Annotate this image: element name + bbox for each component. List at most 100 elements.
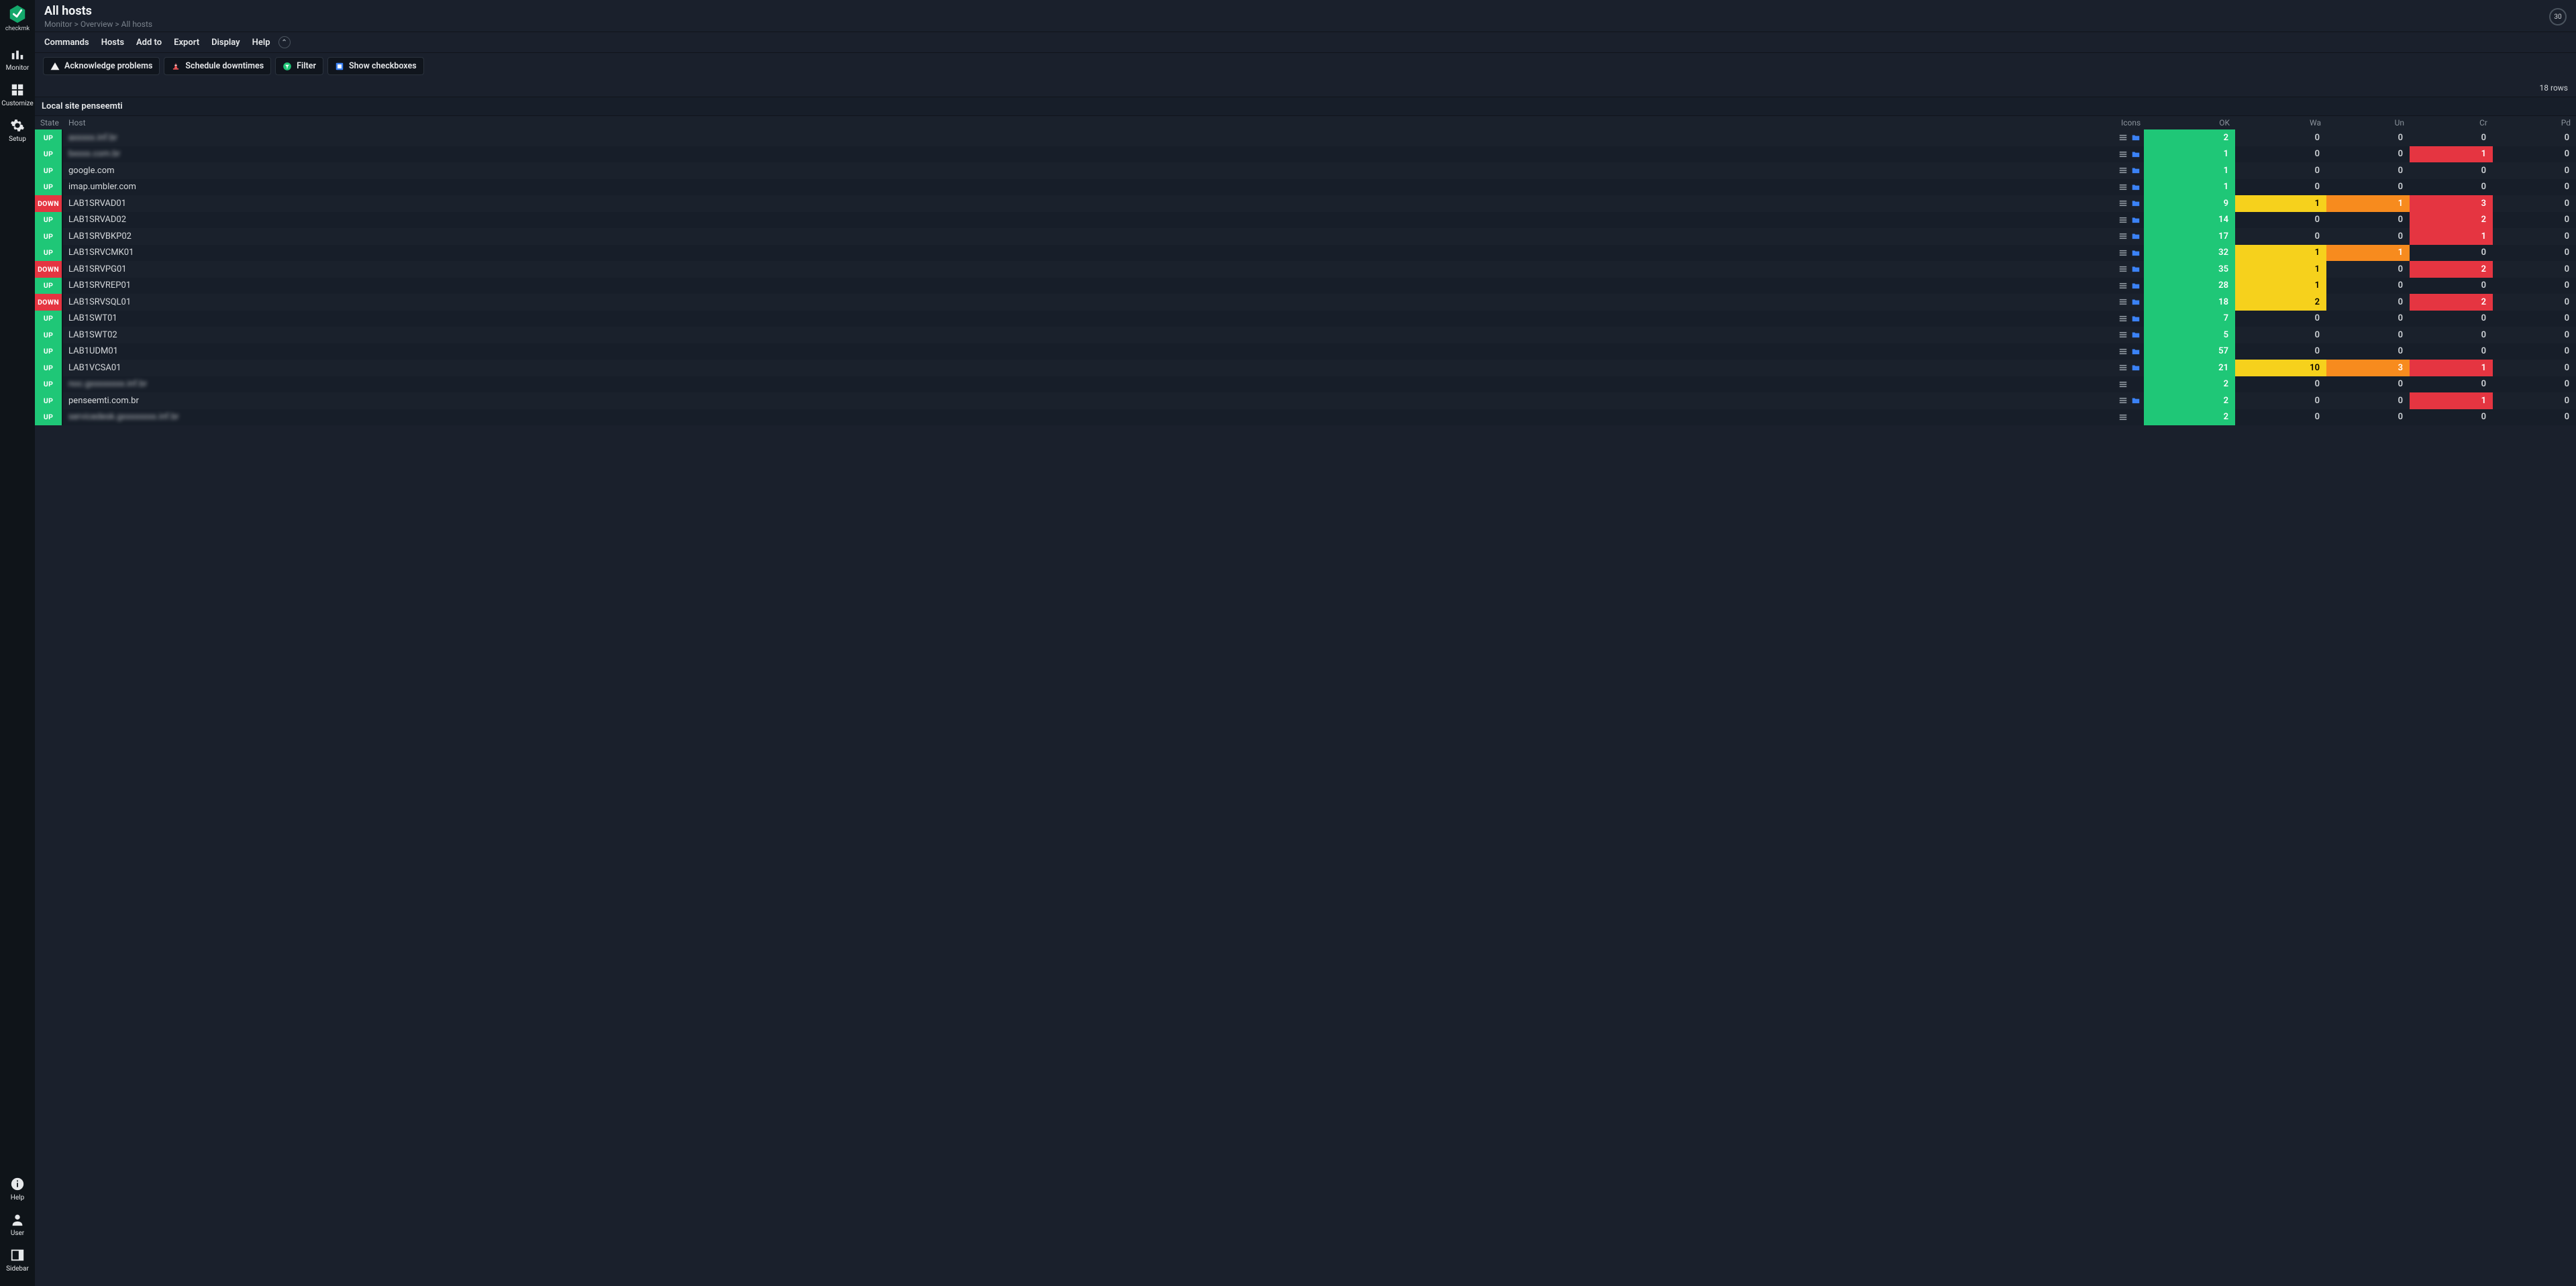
count-pd[interactable]: 0 (2493, 162, 2576, 179)
col-wa[interactable]: Wa (2235, 118, 2326, 127)
count-pd[interactable]: 0 (2493, 261, 2576, 278)
host-name[interactable]: LAB1SRVREP01 (63, 280, 2116, 290)
count-pd[interactable]: 0 (2493, 360, 2576, 376)
count-cr[interactable]: 0 (2410, 311, 2493, 327)
host-state-pill[interactable]: DOWN (35, 195, 63, 212)
count-wa[interactable]: 0 (2235, 327, 2326, 343)
count-un[interactable]: 0 (2326, 409, 2410, 426)
count-un[interactable]: 0 (2326, 376, 2410, 393)
count-pd[interactable]: 0 (2493, 327, 2576, 343)
schedule-downtimes-button[interactable]: Schedule downtimes (164, 57, 271, 75)
count-wa[interactable]: 10 (2235, 360, 2326, 376)
count-ok[interactable]: 28 (2144, 278, 2235, 294)
burger-icon[interactable] (2118, 182, 2128, 192)
count-pd[interactable]: 0 (2493, 409, 2576, 426)
burger-icon[interactable] (2118, 231, 2128, 241)
count-pd[interactable]: 0 (2493, 245, 2576, 262)
count-ok[interactable]: 7 (2144, 311, 2235, 327)
count-wa[interactable]: 0 (2235, 212, 2326, 229)
count-un[interactable]: 3 (2326, 360, 2410, 376)
host-name[interactable]: penseemti.com.br (63, 396, 2116, 406)
sidebar-item-sidebar[interactable]: Sidebar (0, 1244, 35, 1279)
count-pd[interactable]: 0 (2493, 228, 2576, 245)
count-cr[interactable]: 2 (2410, 294, 2493, 311)
count-ok[interactable]: 32 (2144, 245, 2235, 262)
folder-icon[interactable] (2131, 150, 2141, 159)
filter-button[interactable]: Filter (275, 57, 323, 75)
count-un[interactable]: 0 (2326, 162, 2410, 179)
acknowledge-problems-button[interactable]: Acknowledge problems (43, 57, 160, 75)
host-name[interactable]: imap.umbler.com (63, 182, 2116, 192)
host-state-pill[interactable]: UP (35, 409, 63, 426)
col-un[interactable]: Un (2326, 118, 2410, 127)
host-name[interactable]: LAB1SRVSQL01 (63, 297, 2116, 307)
count-cr[interactable]: 1 (2410, 146, 2493, 163)
burger-icon[interactable] (2118, 150, 2128, 159)
host-state-pill[interactable]: UP (35, 360, 63, 376)
count-ok[interactable]: 1 (2144, 146, 2235, 163)
count-pd[interactable]: 0 (2493, 294, 2576, 311)
count-ok[interactable]: 35 (2144, 261, 2235, 278)
col-host[interactable]: Host (63, 118, 2116, 127)
folder-icon[interactable] (2131, 199, 2141, 208)
count-wa[interactable]: 0 (2235, 146, 2326, 163)
count-wa[interactable]: 0 (2235, 179, 2326, 196)
host-state-pill[interactable]: UP (35, 376, 63, 393)
host-state-pill[interactable]: DOWN (35, 294, 63, 311)
sidebar-item-user[interactable]: User (0, 1208, 35, 1244)
col-cr[interactable]: Cr (2410, 118, 2493, 127)
host-state-pill[interactable]: UP (35, 245, 63, 262)
host-name[interactable]: LAB1SRVBKP02 (63, 231, 2116, 242)
host-name[interactable]: LAB1SRVAD02 (63, 215, 2116, 225)
count-un[interactable]: 0 (2326, 146, 2410, 163)
count-un[interactable]: 0 (2326, 228, 2410, 245)
folder-icon[interactable] (2131, 281, 2141, 290)
count-cr[interactable]: 0 (2410, 327, 2493, 343)
count-wa[interactable]: 1 (2235, 245, 2326, 262)
folder-icon[interactable] (2131, 363, 2141, 372)
count-cr[interactable]: 0 (2410, 343, 2493, 360)
burger-icon[interactable] (2118, 133, 2128, 142)
count-cr[interactable]: 1 (2410, 392, 2493, 409)
count-un[interactable]: 0 (2326, 294, 2410, 311)
count-ok[interactable]: 5 (2144, 327, 2235, 343)
count-wa[interactable]: 0 (2235, 343, 2326, 360)
host-name[interactable]: LAB1SRVPG01 (63, 264, 2116, 274)
count-pd[interactable]: 0 (2493, 146, 2576, 163)
count-wa[interactable]: 1 (2235, 195, 2326, 212)
burger-icon[interactable] (2118, 380, 2128, 389)
breadcrumb[interactable]: Monitor > Overview > All hosts (44, 19, 2549, 29)
host-state-pill[interactable]: UP (35, 129, 63, 146)
burger-icon[interactable] (2118, 314, 2128, 323)
host-state-pill[interactable]: UP (35, 146, 63, 163)
burger-icon[interactable] (2118, 248, 2128, 258)
host-state-pill[interactable]: UP (35, 212, 63, 229)
sidebar-item-customize[interactable]: Customize (0, 78, 35, 114)
count-ok[interactable]: 17 (2144, 228, 2235, 245)
show-checkboxes-button[interactable]: Show checkboxes (327, 57, 424, 75)
folder-icon[interactable] (2131, 297, 2141, 307)
sidebar-item-help[interactable]: Help (0, 1173, 35, 1208)
col-state[interactable]: State (35, 118, 63, 127)
count-pd[interactable]: 0 (2493, 392, 2576, 409)
menu-add-to[interactable]: Add to (136, 38, 162, 48)
count-un[interactable]: 1 (2326, 195, 2410, 212)
host-name[interactable]: LAB1SWT01 (63, 313, 2116, 323)
host-name[interactable]: LAB1SRVCMK01 (63, 248, 2116, 258)
folder-icon[interactable] (2131, 396, 2141, 405)
host-name[interactable]: servicedesk.gxxxxxxxx.inf.br (63, 412, 2116, 422)
host-name[interactable]: google.com (63, 166, 2116, 176)
count-wa[interactable]: 0 (2235, 228, 2326, 245)
count-cr[interactable]: 0 (2410, 129, 2493, 146)
brand-logo-icon[interactable] (7, 4, 28, 24)
menu-hosts[interactable]: Hosts (101, 38, 124, 48)
sidebar-item-setup[interactable]: Setup (0, 114, 35, 150)
host-state-pill[interactable]: UP (35, 162, 63, 179)
host-name[interactable]: axxxxx.inf.br (63, 133, 2116, 143)
burger-icon[interactable] (2118, 413, 2128, 422)
host-name[interactable]: LAB1SRVAD01 (63, 199, 2116, 209)
count-cr[interactable]: 0 (2410, 245, 2493, 262)
count-ok[interactable]: 2 (2144, 392, 2235, 409)
refresh-countdown[interactable]: 30 (2549, 8, 2567, 25)
count-cr[interactable]: 0 (2410, 179, 2493, 196)
